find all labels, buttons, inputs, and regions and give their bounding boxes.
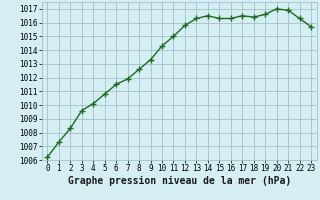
X-axis label: Graphe pression niveau de la mer (hPa): Graphe pression niveau de la mer (hPa) [68,176,291,186]
